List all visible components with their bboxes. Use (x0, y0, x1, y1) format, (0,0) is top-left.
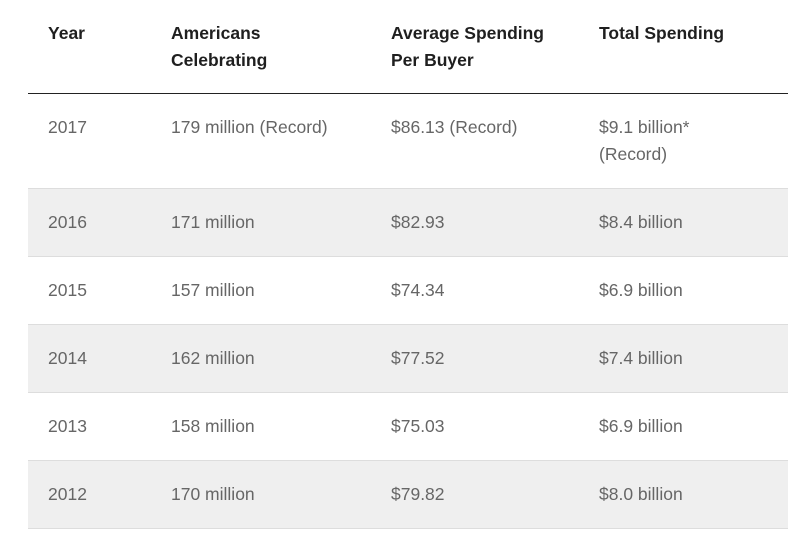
table-row: 2014 162 million $77.52 $7.4 billion (28, 325, 788, 393)
avg-spending-cell: $86.13 (Record) (391, 117, 518, 137)
total-spending-cell: $7.4 billion (599, 348, 683, 368)
americans-cell: 179 million (Record) (171, 117, 328, 137)
year-cell: 2013 (48, 416, 87, 436)
americans-cell: 162 million (171, 348, 255, 368)
year-cell: 2016 (48, 212, 87, 232)
avg-spending-cell: $82.93 (391, 212, 445, 232)
year-cell: 2017 (48, 117, 87, 137)
year-cell: 2015 (48, 280, 87, 300)
avg-spending-cell: $75.03 (391, 416, 445, 436)
americans-cell: 157 million (171, 280, 255, 300)
americans-cell: 158 million (171, 416, 255, 436)
avg-spending-cell: $79.82 (391, 484, 445, 504)
header-year-line-1: Year (48, 23, 85, 43)
table-row: 2013 158 million $75.03 $6.9 billion (28, 393, 788, 461)
total-spending-cell: $8.4 billion (599, 212, 683, 232)
header-total-spending: Total Spending (599, 0, 788, 93)
total-spending-line-2: (Record) (599, 144, 668, 164)
header-average-spending: Average Spending Per Buyer (391, 0, 599, 93)
header-americans-celebrating: Americans Celebrating (171, 0, 391, 93)
spending-table: Year Americans Celebrating Average Spend… (28, 0, 788, 529)
americans-cell: 170 million (171, 484, 255, 504)
total-spending-cell: $6.9 billion (599, 280, 683, 300)
total-spending-cell: $6.9 billion (599, 416, 683, 436)
header-total-line-1: Total Spending (599, 23, 725, 43)
header-year: Year (28, 0, 171, 93)
table-row: 2016 171 million $82.93 $8.4 billion (28, 189, 788, 257)
table-header-row: Year Americans Celebrating Average Spend… (28, 0, 788, 94)
year-cell: 2012 (48, 484, 87, 504)
avg-spending-cell: $74.34 (391, 280, 445, 300)
table-row: 2012 170 million $79.82 $8.0 billion (28, 461, 788, 529)
header-average-line-2: Per Buyer (391, 50, 474, 70)
total-spending-cell: $8.0 billion (599, 484, 683, 504)
table-row: 2017 179 million (Record) $86.13 (Record… (28, 94, 788, 189)
header-americans-line-1: Americans (171, 23, 261, 43)
header-americans-line-2: Celebrating (171, 50, 268, 70)
total-spending-cell: $9.1 billion* (Record) (599, 114, 788, 188)
year-cell: 2014 (48, 348, 87, 368)
table-row: 2015 157 million $74.34 $6.9 billion (28, 257, 788, 325)
header-average-line-1: Average Spending (391, 23, 544, 43)
avg-spending-cell: $77.52 (391, 348, 445, 368)
total-spending-line-1: $9.1 billion* (599, 117, 690, 137)
americans-cell: 171 million (171, 212, 255, 232)
